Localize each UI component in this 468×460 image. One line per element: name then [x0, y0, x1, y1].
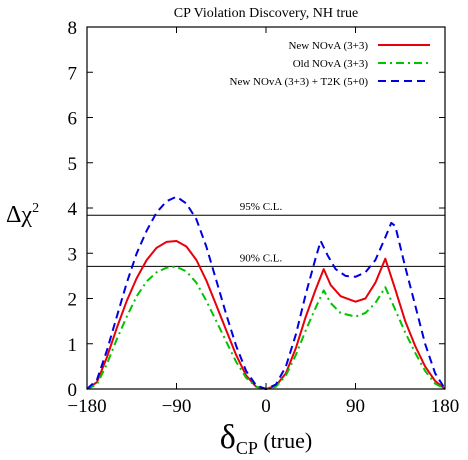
reference-line-label-2: 90% C.L. — [240, 252, 283, 264]
y-tick-label-8: 7 — [68, 63, 78, 84]
y-tick-label-9: 8 — [68, 18, 78, 39]
y-tick-label-7: 6 — [68, 109, 78, 130]
x-axis-label-main: δ — [220, 419, 236, 456]
series-layer — [86, 195, 446, 390]
y-tick-label-5: 4 — [68, 199, 78, 220]
y-tick-label-3: 2 — [68, 290, 78, 311]
x-tick-label-4: 90 — [346, 396, 365, 417]
x-axis-label-suffix: (true) — [258, 428, 312, 453]
x-tick-label-1: −180 — [67, 396, 106, 417]
legend: New NOvA (3+3) Old NOvA (3+3) New NOvA (3+… — [230, 40, 430, 88]
y-axis-label-sup: 2 — [32, 201, 39, 216]
x-tick-label-5: 180 — [431, 396, 460, 417]
x-tick-label-3: 0 — [261, 396, 271, 417]
x-tick-label-2: −90 — [162, 396, 192, 417]
y-tick-label-1: 0 — [68, 380, 78, 401]
y-tick-label-4: 3 — [68, 244, 78, 265]
y-tick-label-6: 5 — [68, 154, 78, 175]
x-axis-label: δCP (true) — [220, 419, 312, 458]
legend-label-2: Old NOvA (3+3) — [293, 58, 369, 70]
reference-lines: 95% C.L. 90% C.L. — [87, 201, 445, 267]
y-axis-label: Δχ2 — [6, 201, 39, 228]
legend-label-1: New NOvA (3+3) — [288, 40, 368, 52]
y-axis-label-main: Δχ — [6, 202, 32, 228]
series-line-3 — [86, 195, 446, 390]
x-axis-label-sub: CP — [236, 438, 258, 458]
reference-line-label-1: 95% C.L. — [240, 201, 283, 213]
series-line-2 — [86, 265, 446, 390]
axis-ticks: −180 −90 0 90 180 0 1 2 3 4 5 6 7 8 — [67, 18, 459, 417]
chart-title: CP Violation Discovery, NH true — [174, 6, 359, 21]
y-tick-label-2: 1 — [68, 335, 78, 356]
legend-label-3: New NOvA (3+3) + T2K (5+0) — [230, 76, 369, 88]
